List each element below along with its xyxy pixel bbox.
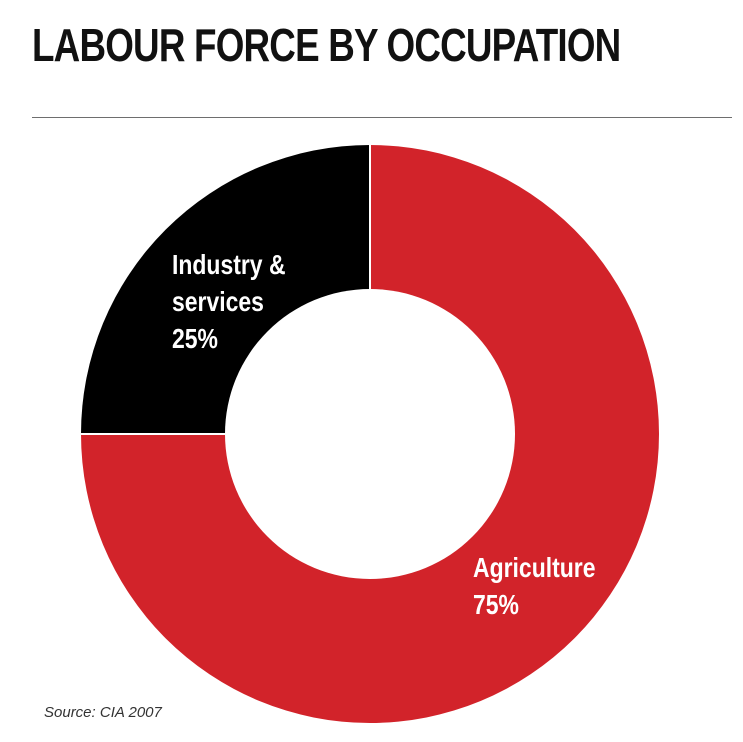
slice-label-agriculture-value: 75% bbox=[473, 589, 519, 620]
donut-hole bbox=[225, 289, 515, 579]
slice-label-industry-value: 25% bbox=[172, 323, 218, 354]
slice-label-industry-line-2: services bbox=[172, 286, 264, 317]
slice-label-agriculture: Agriculture 75% bbox=[473, 549, 595, 623]
slice-label-agriculture-line-1: Agriculture bbox=[473, 552, 596, 583]
slice-label-industry-services: Industry & services 25% bbox=[172, 246, 286, 357]
slice-label-industry-line-1: Industry & bbox=[172, 249, 286, 280]
source-note: Source: CIA 2007 bbox=[44, 704, 162, 721]
title-divider bbox=[32, 117, 732, 118]
chart-title: LABOUR FORCE BY OCCUPATION bbox=[32, 19, 621, 71]
